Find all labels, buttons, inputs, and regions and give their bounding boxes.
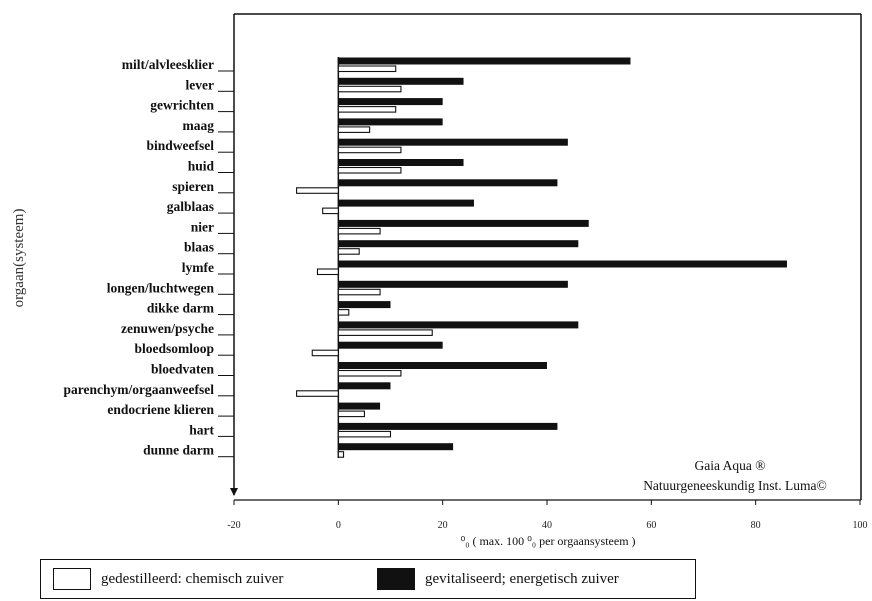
category-label: lever (186, 77, 214, 92)
bar-gevitaliseerd (338, 57, 631, 65)
bar-gevitaliseerd (338, 159, 464, 166)
category-label: bloedsomloop (134, 341, 214, 356)
bar-gedestilleerd (316, 268, 339, 276)
bar-gevitaliseerd (338, 240, 579, 248)
bar-gedestilleerd (337, 410, 365, 418)
category-label: galblaas (167, 199, 214, 214)
category-label: spieren (172, 179, 214, 194)
x-tick-label: 80 (751, 520, 761, 531)
category-label: huid (188, 159, 215, 174)
bar-gevitaliseerd (338, 443, 454, 451)
annotation-gaia-aqua: Gaia Aqua ® (695, 458, 766, 473)
bar-gedestilleerd (311, 349, 339, 357)
x-tick-label: -20 (227, 520, 240, 531)
bar-gedestilleerd (337, 369, 402, 377)
category-label: dikke darm (147, 301, 215, 316)
x-tick-label: 100 (853, 520, 868, 531)
bar-gedestilleerd (337, 288, 381, 296)
category-label: maag (183, 118, 215, 133)
bar-gevitaliseerd (338, 362, 547, 369)
bar-gevitaliseerd (338, 199, 474, 207)
bar-gevitaliseerd (338, 402, 381, 410)
bar-gevitaliseerd (338, 382, 391, 390)
bar-gevitaliseerd (338, 138, 568, 146)
category-label: endocriene klieren (107, 402, 214, 417)
x-axis-label: ⁰₀ ( max. 100 ⁰₀ per orgaansysteem ) (460, 534, 635, 548)
bar-gevitaliseerd (338, 280, 568, 288)
category-label: zenuwen/psyche (121, 321, 214, 336)
bar-gedestilleerd (337, 126, 371, 133)
bar-gevitaliseerd (338, 219, 589, 227)
bar-gedestilleerd (337, 85, 402, 93)
legend-label-gevitaliseerd: gevitaliseerd; energetisch zuiver (425, 570, 619, 587)
category-label: bloedvaten (151, 362, 214, 377)
category-label: longen/luchtwegen (107, 280, 215, 295)
bar-gevitaliseerd (338, 321, 579, 329)
bar-gevitaliseerd (338, 341, 443, 349)
legend-swatch-black (377, 568, 415, 590)
bar-gedestilleerd (337, 309, 350, 316)
x-tick-label: 0 (336, 520, 341, 531)
legend-label-gedestilleerd: gedestilleerd: chemisch zuiver (101, 570, 284, 587)
category-label: blaas (184, 240, 214, 255)
bar-gevitaliseerd (338, 179, 558, 187)
category-label: bindweefsel (147, 138, 215, 153)
category-label: parenchym/orgaanweefsel (64, 382, 215, 397)
category-label: gewrichten (150, 98, 214, 113)
category-label: milt/alvleesklier (122, 57, 214, 72)
bar-gedestilleerd (337, 329, 433, 336)
bar-gevitaliseerd (338, 301, 391, 309)
category-label: dunne darm (143, 443, 215, 458)
y-axis-label: orgaan(systeem) (11, 209, 27, 308)
annotation-luma: Natuurgeneeskundig Inst. Luma© (643, 478, 827, 493)
bar-gedestilleerd (296, 390, 339, 397)
bar-gedestilleerd (337, 451, 345, 458)
legend-item-gedestilleerd: gedestilleerd: chemisch zuiver (53, 568, 283, 590)
bar-gedestilleerd (337, 248, 360, 255)
y-axis-arrow (230, 488, 238, 496)
x-tick-label: 60 (646, 520, 656, 531)
bar-gevitaliseerd (338, 422, 558, 430)
bar-gevitaliseerd (338, 98, 443, 106)
bar-gedestilleerd (337, 65, 397, 73)
bar-gedestilleerd (322, 207, 339, 215)
bar-gedestilleerd (337, 227, 381, 235)
bar-gedestilleerd (337, 146, 402, 154)
legend-item-gevitaliseerd: gevitaliseerd; energetisch zuiver (377, 568, 619, 590)
category-label: lymfe (182, 260, 214, 275)
bar-gevitaliseerd (338, 118, 443, 126)
bar-gevitaliseerd (338, 260, 787, 268)
category-label: hart (189, 422, 214, 437)
x-tick-label: 20 (438, 520, 448, 531)
bar-gedestilleerd (337, 166, 402, 174)
category-label: nier (191, 219, 214, 234)
x-tick-label: 40 (542, 520, 552, 531)
bar-gevitaliseerd (338, 77, 464, 85)
bar-gedestilleerd (337, 430, 392, 438)
bar-gedestilleerd (337, 106, 397, 113)
bar-chart: milt/alvleesklier lever gewrichten maag bind… (11, 13, 868, 548)
legend: gedestilleerd: chemisch zuiver gevitalis… (40, 559, 696, 599)
legend-swatch-white (53, 568, 91, 590)
bar-gedestilleerd (296, 187, 339, 194)
